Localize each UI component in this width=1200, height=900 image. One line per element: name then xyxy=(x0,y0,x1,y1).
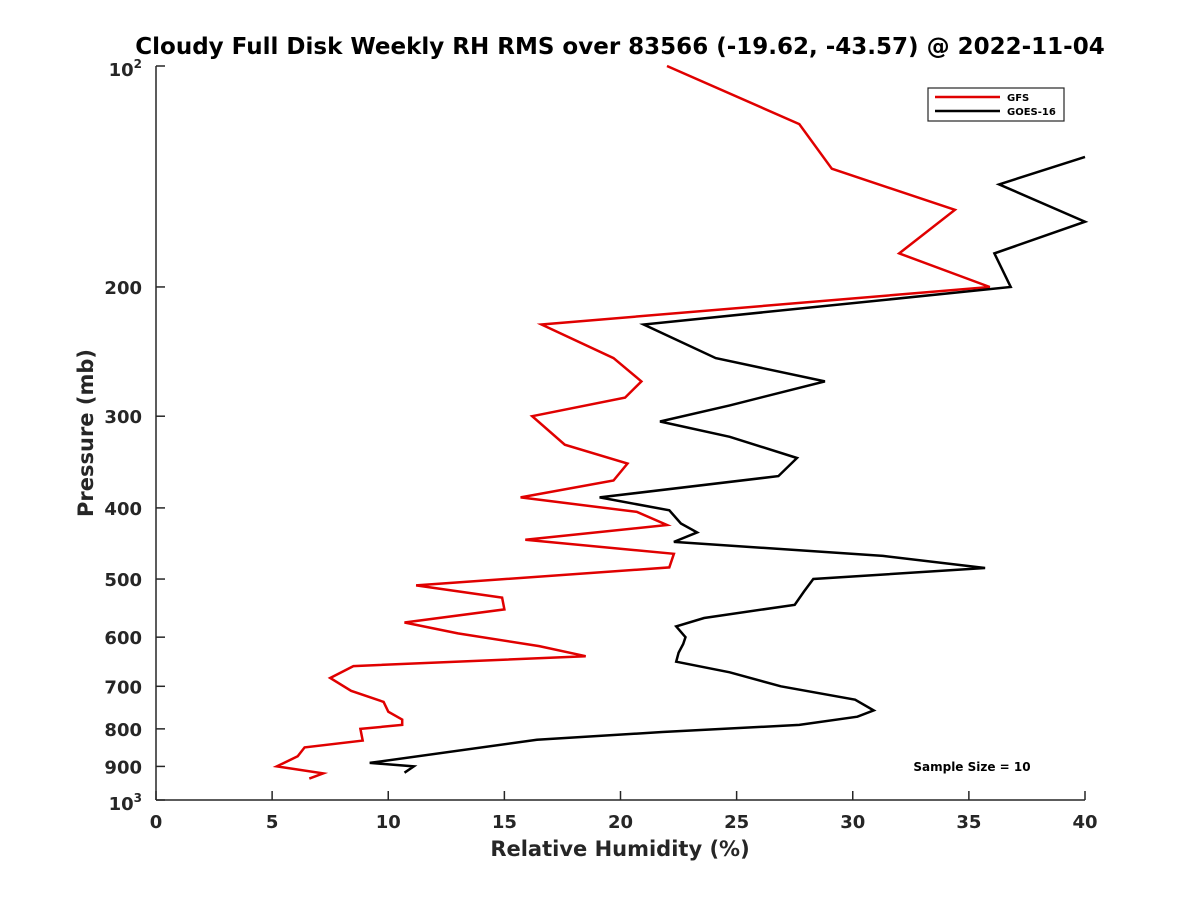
x-axis-label: Relative Humidity (%) xyxy=(490,837,749,861)
legend-label-gfs: GFS xyxy=(1007,93,1029,104)
x-tick-label: 5 xyxy=(266,812,279,833)
y-tick-label: 400 xyxy=(104,499,142,520)
x-tick-label: 30 xyxy=(840,812,865,833)
y-tick-label: 200 xyxy=(104,278,142,299)
chart-title: Cloudy Full Disk Weekly RH RMS over 8356… xyxy=(135,34,1104,60)
y-tick-label: 900 xyxy=(104,757,142,778)
x-tick-label: 20 xyxy=(608,812,633,833)
x-tick-label: 35 xyxy=(956,812,981,833)
y-tick-label-bottom: 103 xyxy=(109,791,142,815)
legend-box xyxy=(927,87,1065,122)
y-tick-label: 800 xyxy=(104,720,142,741)
y-axis-bottom-label: 103 xyxy=(109,791,142,815)
x-axis-ticks: 0 5 10 15 20 25 30 35 40 xyxy=(150,791,1098,833)
x-tick-label: 0 xyxy=(150,812,163,833)
x-tick-label: 40 xyxy=(1072,812,1097,833)
y-tick-label: 600 xyxy=(104,628,142,649)
sample-size-annotation: Sample Size = 10 xyxy=(913,760,1030,774)
series-line-gfs xyxy=(272,64,991,780)
y-axis-label: Pressure (mb) xyxy=(74,349,98,517)
y-tick-label: 500 xyxy=(104,570,142,591)
y-tick-label: 700 xyxy=(104,677,142,698)
legend: GFS GOES-16 xyxy=(927,87,1065,122)
x-tick-label: 25 xyxy=(724,812,749,833)
x-tick-label: 10 xyxy=(376,812,401,833)
plot-area xyxy=(155,66,1085,801)
y-axis-ticks: 200 300 400 500 600 700 800 900 xyxy=(104,65,165,801)
legend-label-goes16: GOES-16 xyxy=(1007,107,1056,118)
series-lines xyxy=(272,64,1089,780)
y-tick-label: 300 xyxy=(104,407,142,428)
y-tick-label-top: 102 xyxy=(109,57,142,81)
series-line-goes16 xyxy=(369,155,1089,774)
y-axis-top-label: 102 xyxy=(109,57,142,81)
x-tick-label: 15 xyxy=(492,812,517,833)
